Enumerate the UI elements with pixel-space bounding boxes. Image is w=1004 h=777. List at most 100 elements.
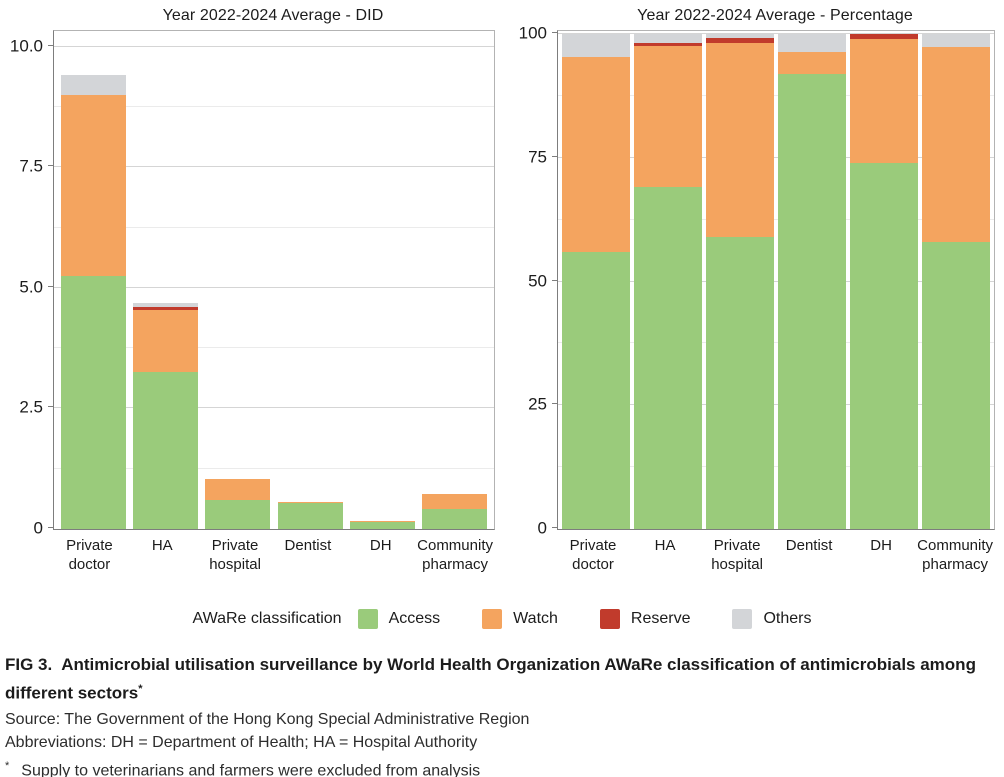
footnote-line: * Supply to veterinarians and farmers wer…: [5, 755, 999, 777]
figure-caption-text: Antimicrobial utilisation surveillance b…: [5, 655, 976, 703]
y-tick-label: 25: [528, 394, 547, 414]
chart-percentage-x-axis: Private doctor HA Private hospital Dentist D…: [557, 536, 993, 574]
segment-access: [850, 162, 918, 529]
segment-watch: [850, 38, 918, 163]
x-label: Private doctor: [569, 537, 617, 573]
y-tick-mark: [48, 285, 53, 287]
segment-watch: [421, 493, 487, 509]
segment-reserve: [133, 307, 199, 310]
y-tick-label: 0: [33, 518, 43, 538]
legend: AWaRe classification Access Watch Reserv…: [0, 609, 1004, 629]
y-tick-mark: [552, 31, 557, 33]
y-tick-mark: [552, 527, 557, 528]
y-tick-mark: [48, 527, 53, 528]
y-tick-mark: [552, 155, 557, 157]
footnote-text: Supply to veterinarians and farmers were…: [21, 761, 481, 777]
gridline-major: [54, 286, 494, 288]
legend-label-access: Access: [388, 610, 441, 627]
chart-percentage-title: Year 2022-2024 Average - Percentage: [637, 7, 913, 24]
chart-did: Year 2022-2024 Average - DID 0 2.5 5.0 7.5 1…: [0, 0, 500, 600]
y-tick-mark: [552, 403, 557, 405]
bar-private-doctor: [61, 31, 127, 529]
bar-community-pharmacy: [922, 31, 990, 529]
gridline-major: [558, 404, 994, 406]
y-tick-label: 5.0: [19, 277, 43, 297]
figure-number: FIG 3.: [5, 655, 53, 674]
gridline-major: [558, 32, 994, 34]
x-label: Dentist: [785, 537, 833, 554]
gridline-major: [54, 45, 494, 47]
x-label: Private doctor: [66, 537, 113, 573]
segment-access: [922, 241, 990, 529]
y-tick-label: 75: [528, 147, 547, 167]
segment-watch: [205, 479, 271, 501]
segment-watch: [133, 309, 199, 373]
x-label: Community pharmacy: [917, 537, 994, 573]
segment-watch: [922, 47, 990, 242]
segment-access: [277, 502, 343, 529]
x-label: HA: [654, 537, 676, 554]
gridline-minor: [54, 347, 494, 349]
segment-access: [706, 236, 774, 529]
segment-others: [634, 34, 702, 44]
legend-label-watch: Watch: [513, 610, 558, 627]
bar-dh: [349, 31, 415, 529]
segment-access: [634, 187, 702, 529]
segment-access: [349, 522, 415, 529]
chart-percentage: Year 2022-2024 Average - Percentage 0 25 5…: [504, 0, 1004, 600]
y-tick-label: 0: [537, 518, 547, 538]
gridline-major: [54, 166, 494, 168]
chart-percentage-plot-area: [557, 30, 995, 530]
segment-reserve: [850, 33, 918, 39]
segment-others: [922, 33, 990, 48]
segment-access: [778, 73, 846, 529]
legend-label-others: Others: [763, 610, 812, 627]
y-tick-mark: [48, 165, 53, 167]
bar-dh: [850, 31, 918, 529]
gridline-major: [54, 407, 494, 409]
gridline-minor: [558, 466, 994, 468]
y-tick-label: 100: [518, 23, 547, 43]
x-label: DH: [369, 537, 392, 554]
segment-watch: [778, 51, 846, 74]
segment-others: [706, 33, 774, 38]
segment-access: [133, 372, 199, 529]
legend-title: AWaRe classification: [192, 610, 342, 627]
legend-item-access: Access: [357, 609, 441, 629]
segment-watch: [634, 46, 702, 188]
y-tick-mark: [48, 406, 53, 408]
segment-watch: [706, 42, 774, 237]
legend-item-watch: Watch: [482, 609, 558, 629]
y-tick-label: 10.0: [9, 36, 43, 56]
bar-private-hospital: [205, 31, 271, 529]
reserve-swatch: [599, 609, 620, 629]
segment-access: [421, 508, 487, 529]
gridline-major: [558, 156, 994, 158]
x-label: Community pharmacy: [417, 537, 493, 573]
segment-others: [61, 74, 127, 96]
segment-others: [778, 33, 846, 52]
y-tick-label: 2.5: [19, 397, 43, 417]
gridline-minor: [558, 94, 994, 96]
segment-watch: [349, 521, 415, 523]
caption-block: FIG 3. Antimicrobial utilisation surveill…: [5, 653, 999, 777]
bars: [558, 31, 994, 529]
chart-did-title: Year 2022-2024 Average - DID: [162, 7, 384, 24]
gridline-minor: [54, 106, 494, 108]
segment-watch: [61, 95, 127, 276]
segment-access: [562, 251, 630, 529]
x-label: DH: [870, 537, 892, 554]
segment-reserve: [634, 43, 702, 47]
y-tick-mark: [552, 279, 557, 281]
gridline-major: [558, 280, 994, 282]
chart-did-x-axis: Private doctor HA Private hospital Dentist D…: [53, 536, 493, 574]
legend-item-reserve: Reserve: [599, 609, 690, 629]
y-tick-label: 50: [528, 271, 547, 290]
chart-did-y-axis: 0 2.5 5.0 7.5 10.0: [0, 30, 53, 537]
access-swatch: [357, 609, 378, 629]
chart-percentage-y-axis: 0 25 50 75 100: [504, 24, 557, 537]
x-label: Private hospital: [711, 537, 763, 573]
x-label: HA: [151, 537, 173, 554]
segment-reserve: [706, 37, 774, 43]
